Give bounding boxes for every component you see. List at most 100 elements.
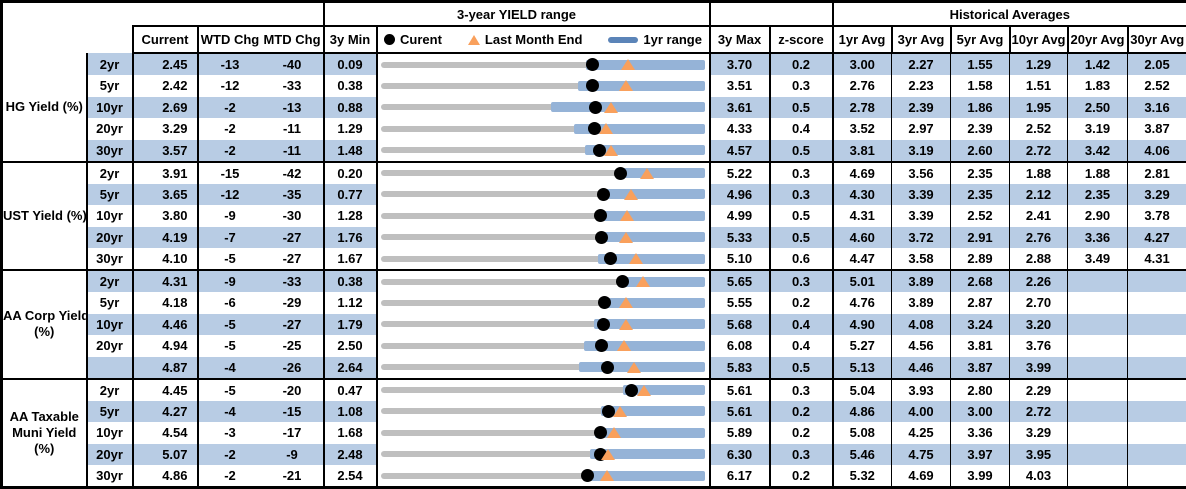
one-year-range-bar xyxy=(579,362,705,372)
one-year-range-bar xyxy=(586,60,704,70)
three-year-min-value: 1.68 xyxy=(324,422,377,444)
historical-avg-value: 2.68 xyxy=(951,270,1010,292)
yield-range-chart xyxy=(377,205,710,227)
historical-avg-value: 3.42 xyxy=(1068,140,1128,162)
historical-avg-value: 2.52 xyxy=(1128,75,1186,97)
last-month-end-triangle xyxy=(621,59,635,70)
last-month-end-triangle xyxy=(619,80,633,91)
historical-avg-value: 3.89 xyxy=(892,292,951,314)
historical-avg-value: 3.58 xyxy=(892,248,951,270)
historical-avg-value: 5.01 xyxy=(833,270,892,292)
wtd-change-value: -5 xyxy=(198,314,262,336)
current-value: 3.91 xyxy=(133,162,198,184)
historical-avg-value: 3.36 xyxy=(1068,227,1128,249)
wtd-change-value: -12 xyxy=(198,75,262,97)
legend-1yr-range-label: 1yr range xyxy=(643,32,702,47)
three-year-min-value: 1.08 xyxy=(324,401,377,423)
mtd-change-value: -13 xyxy=(262,97,324,119)
banner-row: 3-year YIELD range Historical Averages xyxy=(2,2,1186,27)
historical-avg-value: 3.87 xyxy=(1128,118,1186,140)
historical-avg-value: 4.31 xyxy=(833,205,892,227)
last-month-end-triangle xyxy=(624,189,638,200)
mtd-change-value: -25 xyxy=(262,335,324,357)
historical-avg-value: 4.60 xyxy=(833,227,892,249)
z-score-value: 0.5 xyxy=(770,140,833,162)
last-month-end-triangle xyxy=(636,276,650,287)
wtd-change-value: -13 xyxy=(198,53,262,75)
last-month-end-triangle xyxy=(640,168,654,179)
historical-avg-value: 1.95 xyxy=(1010,97,1068,119)
legend-current-label: Curent xyxy=(400,32,442,47)
legend-current: Curent xyxy=(384,32,442,47)
row-group-label: UST Yield (%) xyxy=(2,162,87,271)
historical-avg-value: 2.91 xyxy=(951,227,1010,249)
z-score-value: 0.2 xyxy=(770,422,833,444)
three-year-min-value: 2.64 xyxy=(324,357,377,379)
current-value: 4.31 xyxy=(133,270,198,292)
yield-range-chart xyxy=(377,140,710,162)
three-year-min-value: 1.48 xyxy=(324,140,377,162)
historical-avg-value: 3.72 xyxy=(892,227,951,249)
mtd-change-value: -42 xyxy=(262,162,324,184)
col-header-1yr-avg: 1yr Avg xyxy=(833,26,892,53)
three-year-max-value: 6.17 xyxy=(710,465,770,488)
historical-avg-value: 3.20 xyxy=(1010,314,1068,336)
historical-avg-value: 2.41 xyxy=(1010,205,1068,227)
z-score-value: 0.5 xyxy=(770,97,833,119)
tenor-label: 2yr xyxy=(87,379,133,401)
three-year-max-value: 6.30 xyxy=(710,444,770,466)
historical-avg-value: 2.52 xyxy=(951,205,1010,227)
current-dot xyxy=(601,361,614,374)
row-group-label-line: AA Corp Yield xyxy=(3,308,86,324)
historical-avg-value xyxy=(1128,422,1186,444)
last-month-end-triangle xyxy=(613,406,627,417)
historical-avg-value: 4.27 xyxy=(1128,227,1186,249)
mtd-change-value: -27 xyxy=(262,248,324,270)
historical-avg-value: 3.49 xyxy=(1068,248,1128,270)
legend-last-month-end: Last Month End xyxy=(468,32,583,47)
yield-range-chart xyxy=(377,248,710,270)
mtd-change-value: -11 xyxy=(262,118,324,140)
historical-avg-value: 1.42 xyxy=(1068,53,1128,75)
historical-avg-value xyxy=(1068,270,1128,292)
current-value: 5.07 xyxy=(133,444,198,466)
three-year-max-value: 5.89 xyxy=(710,422,770,444)
three-year-min-value: 0.88 xyxy=(324,97,377,119)
last-month-end-triangle xyxy=(629,253,643,264)
tenor-label: 10yr xyxy=(87,97,133,119)
yield-range-chart xyxy=(377,270,710,292)
historical-avg-value: 2.12 xyxy=(1010,184,1068,206)
z-score-value: 0.3 xyxy=(770,75,833,97)
yield-range-chart xyxy=(377,292,710,314)
historical-avg-value: 2.35 xyxy=(951,162,1010,184)
historical-avg-value: 4.31 xyxy=(1128,248,1186,270)
row-group-label-line: (%) xyxy=(3,441,86,457)
three-year-max-value: 5.22 xyxy=(710,162,770,184)
historical-avg-value: 4.08 xyxy=(892,314,951,336)
historical-avg-value: 2.52 xyxy=(1010,118,1068,140)
current-value: 4.10 xyxy=(133,248,198,270)
wtd-change-value: -12 xyxy=(198,184,262,206)
historical-avg-value: 2.29 xyxy=(1010,379,1068,401)
last-month-end-triangle xyxy=(617,340,631,351)
z-score-value: 0.3 xyxy=(770,379,833,401)
row-group-label: AA Corp Yield(%) xyxy=(2,270,87,379)
historical-avg-value: 2.81 xyxy=(1128,162,1186,184)
historical-avg-value: 4.03 xyxy=(1010,465,1068,488)
three-year-max-value: 5.61 xyxy=(710,379,770,401)
wtd-change-value: -2 xyxy=(198,465,262,488)
historical-avg-value xyxy=(1068,465,1128,488)
z-score-value: 0.3 xyxy=(770,444,833,466)
mtd-change-value: -29 xyxy=(262,292,324,314)
current-value: 4.94 xyxy=(133,335,198,357)
current-value: 4.87 xyxy=(133,357,198,379)
tenor-label: 5yr xyxy=(87,184,133,206)
three-year-min-value: 2.48 xyxy=(324,444,377,466)
wtd-change-value: -5 xyxy=(198,335,262,357)
historical-avg-value: 4.47 xyxy=(833,248,892,270)
current-dot xyxy=(625,384,638,397)
